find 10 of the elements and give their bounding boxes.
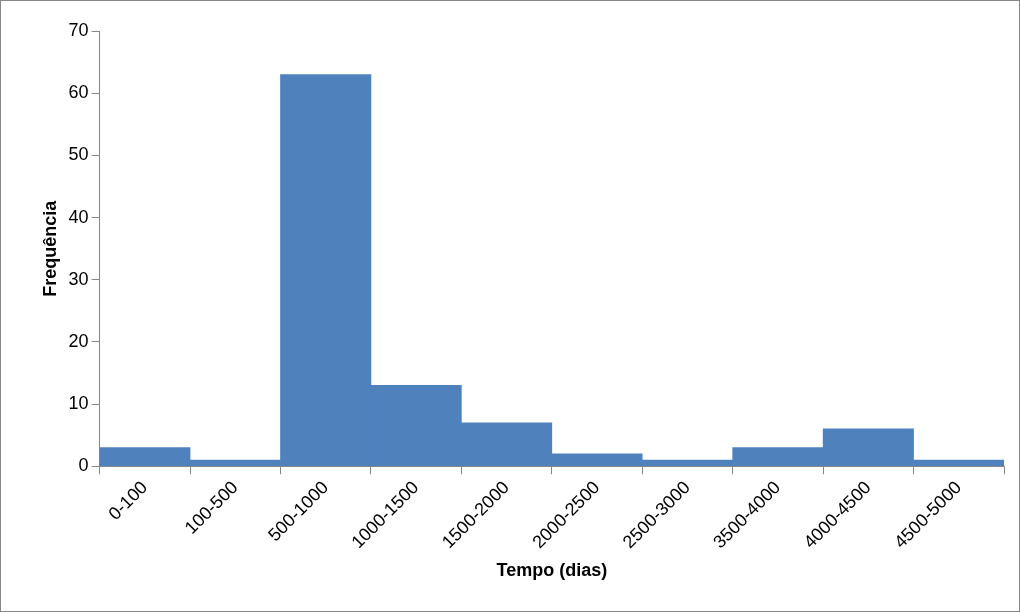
y-axis-title: Frequência [39, 199, 60, 297]
y-tick-label: 30 [68, 268, 89, 289]
y-tick-label: 50 [68, 144, 89, 165]
y-tick-label: 20 [68, 330, 89, 351]
y-tick-label: 10 [68, 393, 89, 414]
y-tick-label: 60 [68, 82, 89, 103]
y-tick-label: 70 [68, 19, 89, 40]
y-tick-label: 0 [78, 455, 89, 476]
x-axis-title: Tempo (dias) [496, 560, 608, 581]
y-tick-label: 40 [68, 206, 89, 227]
